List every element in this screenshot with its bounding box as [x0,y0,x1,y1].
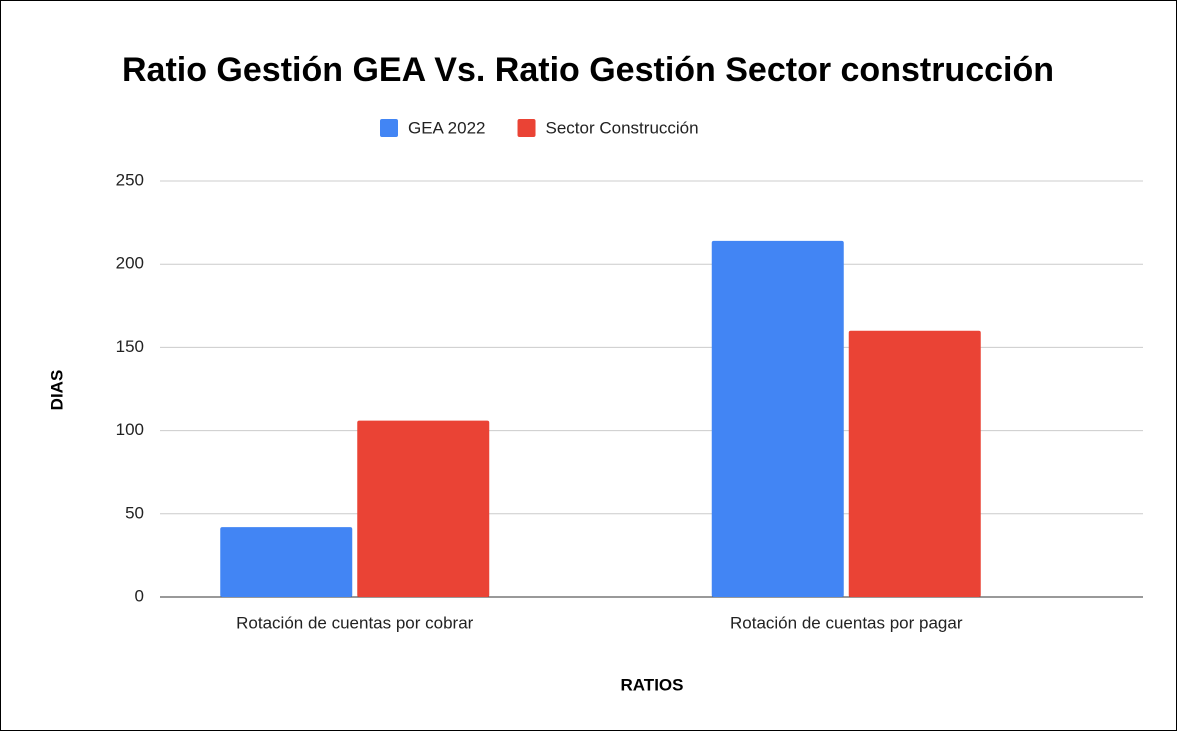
chart-title: Ratio Gestión GEA Vs. Ratio Gestión Sect… [122,51,1054,89]
y-tick-label: 100 [116,420,144,439]
y-tick-label: 150 [116,337,144,356]
bar [357,420,490,597]
y-tick-label: 200 [116,254,144,273]
y-tick-label: 0 [135,586,144,605]
x-axis-label: RATIOS [621,675,684,694]
bar [848,330,981,597]
legend-label: GEA 2022 [408,118,486,137]
x-tick-label: Rotación de cuentas por cobrar [236,613,474,632]
legend-label: Sector Construcción [546,118,699,137]
x-tick-label: Rotación de cuentas por pagar [730,613,963,632]
y-axis-label: DIAS [47,370,66,411]
bar [220,527,353,597]
y-tick-label: 50 [125,503,144,522]
bar [711,240,844,598]
y-tick-label: 250 [116,170,144,189]
legend-swatch [380,119,398,137]
legend-swatch [517,119,536,137]
